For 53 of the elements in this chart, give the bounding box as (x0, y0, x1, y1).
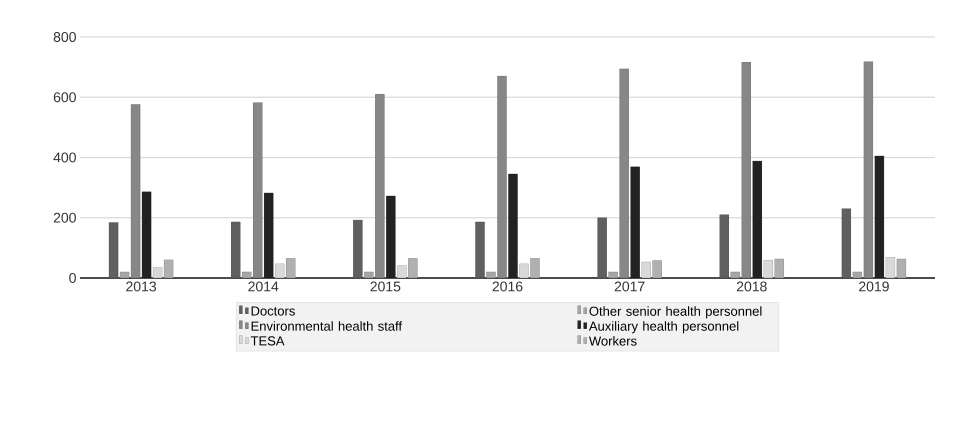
bar (874, 156, 884, 278)
bar (253, 102, 262, 278)
x-tick-label: 2016 (492, 282, 522, 292)
bar (764, 260, 773, 278)
bar (519, 264, 529, 278)
bar (752, 160, 762, 278)
bar (630, 166, 640, 278)
bar (286, 258, 296, 278)
bar (864, 62, 874, 278)
legend-label: Environmental health staff (252, 321, 402, 331)
bar (397, 265, 407, 278)
y-tick-label: 600 (54, 92, 76, 102)
bar (641, 262, 651, 278)
bar (275, 264, 284, 278)
bar (852, 272, 862, 278)
bar (386, 196, 396, 278)
bar (164, 260, 174, 278)
bar (774, 258, 784, 278)
bar (408, 258, 418, 278)
bar (619, 68, 629, 278)
y-tick-label: 200 (54, 212, 76, 223)
bar (375, 94, 385, 278)
bar (896, 258, 906, 278)
x-tick-label: 2015 (370, 282, 400, 292)
bar (508, 174, 518, 278)
legend-label: Workers (588, 336, 637, 346)
bar (497, 76, 507, 278)
x-tick-label: 2017 (614, 282, 645, 292)
y-tick-label: 0 (69, 273, 76, 283)
bar (742, 62, 751, 278)
bar (142, 192, 152, 278)
y-tick-label: 800 (54, 32, 76, 42)
bar (120, 272, 130, 278)
y-tick-label: 400 (53, 152, 76, 162)
bar (130, 104, 140, 278)
bar (608, 272, 618, 278)
bar (364, 272, 374, 278)
bar (242, 272, 252, 278)
bar (264, 192, 274, 278)
bar (730, 272, 740, 278)
x-tick-label: 2013 (126, 282, 156, 292)
legend-label: Other senior health personnel (590, 306, 762, 318)
legend-label: Auxiliary health personnel (588, 321, 738, 334)
x-tick-label: 2019 (859, 282, 889, 292)
x-tick-label: 2014 (248, 282, 278, 292)
bar (886, 257, 896, 278)
legend-label: TESA (250, 336, 284, 346)
bar (652, 260, 662, 278)
legend-label: Doctors (252, 306, 295, 316)
bar (152, 267, 162, 278)
x-tick-label: 2018 (736, 282, 767, 292)
bar (530, 258, 540, 278)
bar (486, 272, 496, 278)
